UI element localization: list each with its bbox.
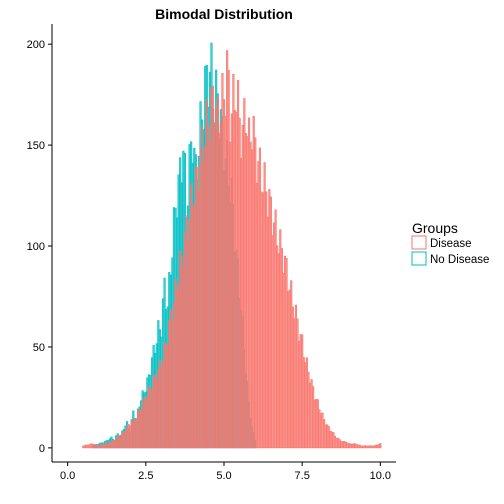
legend-key-no-disease [411,251,427,266]
y-tick-label: 150 [27,140,45,152]
x-tick-label: 7.5 [295,470,310,482]
bar-disease [379,443,382,449]
legend-key-disease [411,235,427,250]
bars-layer [82,42,382,449]
x-tick-label: 5.0 [216,470,231,482]
chart-title: Bimodal Distribution [155,6,293,22]
legend-label-no-disease: No Disease [430,254,489,266]
x-tick-label: 10.0 [370,470,391,482]
x-axis-ticks: 0.0 2.5 5.0 7.5 10.0 [60,462,391,482]
legend-title: Groups [412,220,458,236]
legend: Groups Disease No Disease [411,220,489,266]
y-tick-label: 100 [27,241,45,253]
y-tick-label: 50 [33,342,45,354]
x-tick-label: 0.0 [60,470,75,482]
y-tick-label: 200 [27,39,45,51]
y-axis-ticks: 0 50 100 150 200 [27,39,52,455]
y-tick-label: 0 [39,443,45,455]
x-tick-label: 2.5 [138,470,153,482]
legend-label-disease: Disease [430,238,472,250]
